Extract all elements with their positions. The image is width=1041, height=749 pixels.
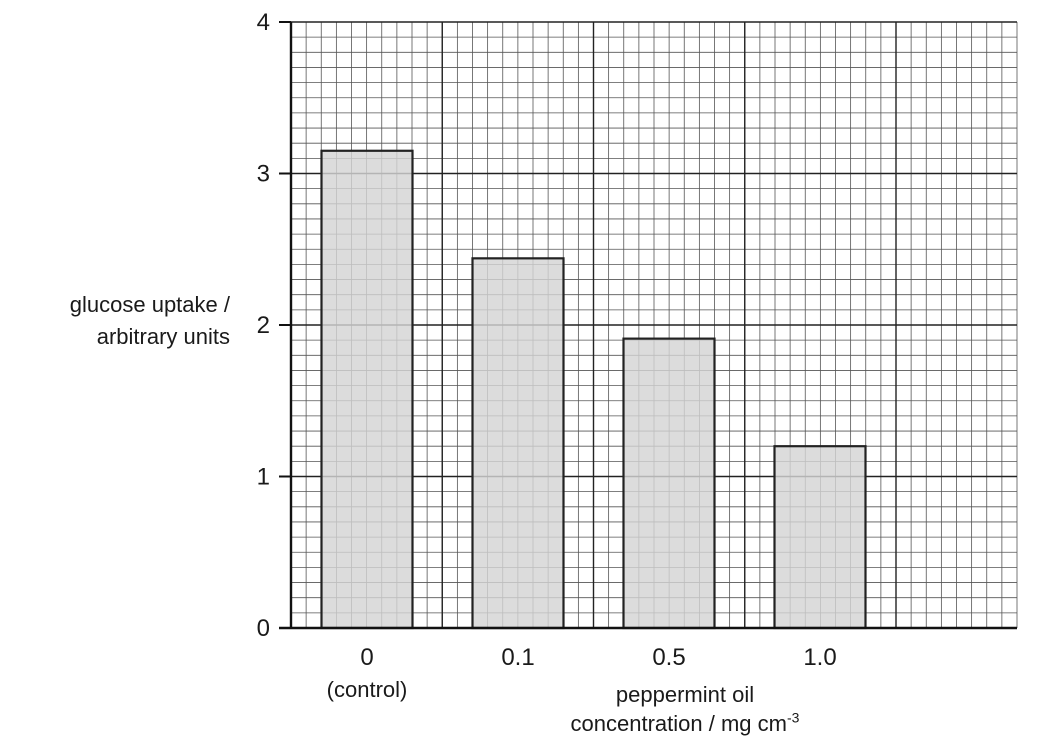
y-tick-label: 0 [257, 615, 270, 642]
x-tick-sublabel: (control) [327, 677, 408, 702]
x-tick-label: 1.0 [803, 644, 836, 671]
bar-0-1 [471, 257, 565, 630]
x-axis-label-text: concentration / mg cm [570, 711, 787, 736]
bar-0-5 [622, 337, 716, 630]
x-axis-unit-superscript: -3 [786, 709, 800, 726]
bar-1-0 [773, 445, 867, 630]
y-tick-label: 2 [257, 312, 270, 339]
axes-group [279, 21, 1017, 630]
x-axis-label-line-2: concentration / mg cm-3 [480, 711, 890, 737]
y-tick-label: 4 [257, 9, 270, 36]
x-tick-label: 0.5 [652, 644, 685, 671]
bars-group [320, 149, 867, 630]
y-tick-labels: 0 1 2 3 4 [257, 9, 270, 642]
bar-0 [320, 149, 414, 630]
x-tick-label: 0 [360, 644, 373, 671]
x-tick-labels: 0 (control) 0.1 0.5 1.0 [327, 644, 837, 702]
y-tick-label: 3 [257, 161, 270, 188]
x-axis-label-line-1: peppermint oil [615, 682, 755, 707]
y-axis-label-line-2: arbitrary units [96, 324, 230, 349]
y-tick-label: 1 [257, 464, 270, 491]
y-axis-label-line-1: glucose uptake / [69, 292, 230, 317]
x-tick-label: 0.1 [501, 644, 534, 671]
